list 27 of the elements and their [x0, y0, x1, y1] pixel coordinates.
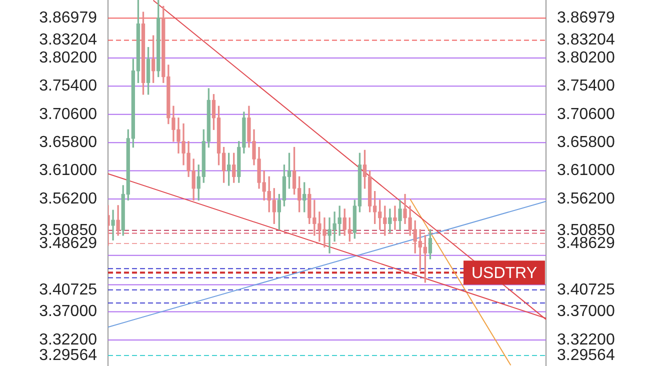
y2-tick-label: 3.56200 — [557, 190, 615, 208]
y-tick-label: 3.48629 — [39, 234, 98, 252]
y-tick-label: 3.75400 — [39, 78, 98, 95]
y2-tick-label: 3.75400 — [557, 78, 615, 95]
y2-tick-label: 3.29564 — [557, 346, 615, 364]
y2-tick-label: 3.70600 — [557, 106, 615, 123]
y-tick-label: 3.37000 — [39, 303, 98, 320]
y-tick-label: 3.61000 — [39, 162, 98, 180]
y2-tick-label: 3.65800 — [557, 134, 615, 151]
y2-tick-label: 3.48629 — [557, 234, 615, 252]
y2-tick-label: 3.61000 — [557, 162, 615, 180]
y-tick-label: 3.70600 — [39, 106, 98, 123]
y-tick-label: 3.32200 — [39, 331, 98, 348]
y-tick-label: 3.83204 — [39, 32, 98, 49]
y-tick-label: 3.40725 — [39, 281, 98, 298]
y2-tick-label: 3.83204 — [557, 32, 615, 49]
y2-tick-label: 3.80200 — [557, 49, 615, 66]
y-tick-label: 3.86979 — [39, 10, 98, 27]
y2-tick-label: 3.86979 — [557, 10, 615, 27]
y2-tick-label: 3.40725 — [557, 281, 615, 298]
y-tick-label: 3.29564 — [39, 346, 98, 364]
y2-tick-label: 3.32200 — [557, 331, 615, 348]
y-tick-label: 3.80200 — [39, 49, 98, 66]
y-tick-label: 3.56200 — [39, 190, 98, 208]
ref-line-label: USDTRY — [472, 265, 538, 282]
y-tick-label: 3.65800 — [39, 134, 98, 151]
y2-tick-label: 3.37000 — [557, 303, 615, 320]
